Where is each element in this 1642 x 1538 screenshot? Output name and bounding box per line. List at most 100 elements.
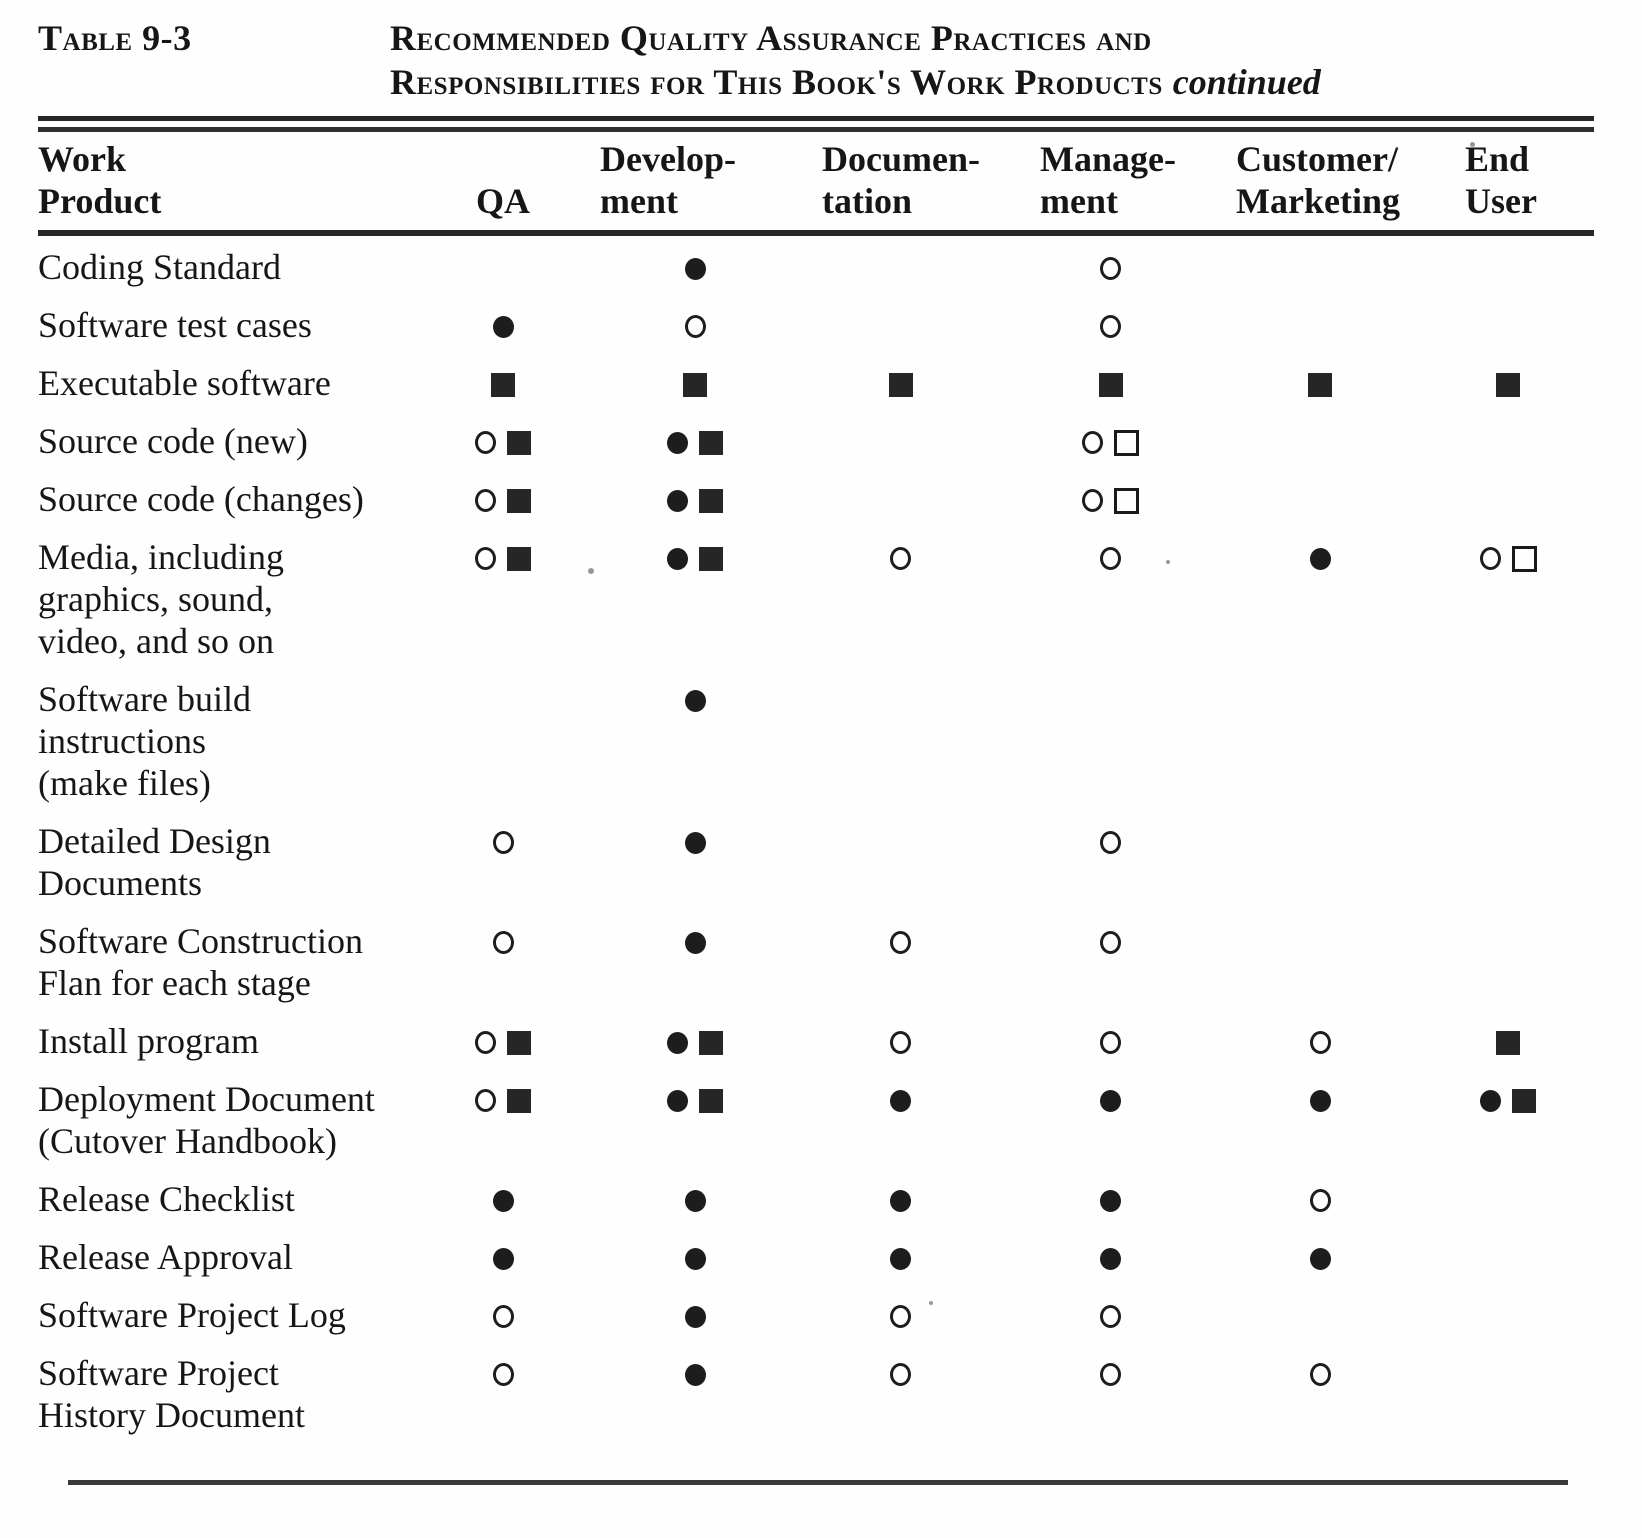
- work-product-label: Software Construction Flan for each stage: [38, 910, 428, 1010]
- open-circle-icon: [492, 1363, 514, 1387]
- filled-circle-icon: [684, 689, 706, 712]
- cell-development: [578, 526, 778, 668]
- open-circle-icon: [475, 431, 496, 455]
- scan-speck: [929, 1301, 933, 1305]
- work-product-label-line: Source code (changes): [38, 479, 364, 519]
- cell-development: [578, 1168, 778, 1226]
- open-circle-icon: [890, 1305, 911, 1329]
- cell-management: [983, 668, 1188, 810]
- work-product-label: Source code (changes): [38, 468, 428, 526]
- cell-end_user: [1398, 1284, 1594, 1342]
- work-product-label-line: Flan for each stage: [38, 963, 311, 1003]
- cell-qa: [428, 1068, 578, 1168]
- work-product-label-line: Release Checklist: [38, 1179, 295, 1219]
- open-circle-icon: [475, 489, 496, 513]
- filled-circle-icon: [492, 315, 514, 338]
- table-row: Source code (changes): [38, 468, 1594, 526]
- table-row: Software Project History Document: [38, 1342, 1594, 1442]
- filled-square-icon: [1098, 372, 1123, 397]
- open-circle-icon: [492, 1305, 514, 1329]
- work-product-label-line: Software Project Log: [38, 1295, 346, 1335]
- filled-circle-icon: [667, 489, 688, 512]
- column-header-line: Customer/: [1236, 139, 1398, 179]
- cell-qa: [428, 410, 578, 468]
- table-row: Install program: [38, 1010, 1594, 1068]
- cell-development: [578, 810, 778, 910]
- work-product-label-line: instructions: [38, 721, 206, 761]
- filled-circle-icon: [1100, 1189, 1121, 1212]
- column-header-development: Develop-ment: [578, 132, 778, 236]
- cell-documentation: [778, 1010, 983, 1068]
- filled-circle-icon: [1309, 1247, 1331, 1270]
- open-circle-icon: [475, 547, 496, 571]
- work-product-label-line: graphics, sound,: [38, 579, 273, 619]
- filled-square-icon: [507, 488, 531, 513]
- filled-square-icon: [1308, 372, 1332, 397]
- cell-documentation: [778, 526, 983, 668]
- work-product-label: Detailed Design Documents: [38, 810, 428, 910]
- open-square-icon: [1114, 487, 1139, 514]
- work-product-label: Software test cases: [38, 294, 428, 352]
- cell-documentation: [778, 294, 983, 352]
- cell-qa: [428, 352, 578, 410]
- filled-circle-icon: [1309, 547, 1331, 570]
- work-product-label-line: Media, including: [38, 537, 284, 577]
- filled-circle-icon: [1480, 1089, 1501, 1112]
- open-circle-icon: [1100, 547, 1121, 571]
- cell-management: [983, 1068, 1188, 1168]
- column-header-line: User: [1465, 181, 1537, 221]
- filled-square-icon: [699, 1030, 723, 1055]
- work-product-label-line: Software test cases: [38, 305, 312, 345]
- filled-circle-icon: [684, 931, 706, 954]
- table-row: Software Project Log: [38, 1284, 1594, 1342]
- cell-documentation: [778, 1168, 983, 1226]
- cell-management: [983, 294, 1188, 352]
- table-body: Coding Standard Software test cases Execut…: [38, 233, 1594, 1442]
- cell-management: [983, 526, 1188, 668]
- cell-end_user: [1398, 1010, 1594, 1068]
- open-circle-icon: [684, 315, 706, 339]
- work-product-label: Deployment Document (Cutover Handbook): [38, 1068, 428, 1168]
- work-product-label-line: Detailed Design: [38, 821, 271, 861]
- scan-speck: [588, 568, 594, 574]
- work-product-label: Source code (new): [38, 410, 428, 468]
- cell-documentation: [778, 1226, 983, 1284]
- open-square-icon: [1114, 429, 1139, 456]
- filled-square-icon: [699, 430, 723, 455]
- open-circle-icon: [1479, 547, 1501, 571]
- table-row: Executable software: [38, 352, 1594, 410]
- cell-qa: [428, 1168, 578, 1226]
- table-label: Table 9-3: [38, 18, 192, 58]
- cell-development: [578, 668, 778, 810]
- work-product-label-line: Deployment Document: [38, 1079, 375, 1119]
- cell-end_user: [1398, 526, 1594, 668]
- column-header-line: Documen-: [822, 139, 980, 179]
- cell-development: [578, 233, 778, 294]
- cell-customer_marketing: [1188, 294, 1398, 352]
- filled-circle-icon: [1100, 1247, 1121, 1270]
- work-product-label: Executable software: [38, 352, 428, 410]
- cell-qa: [428, 526, 578, 668]
- cell-qa: [428, 233, 578, 294]
- cell-management: [983, 1010, 1188, 1068]
- cell-management: [983, 468, 1188, 526]
- open-circle-icon: [1309, 1363, 1331, 1387]
- open-circle-icon: [1100, 1305, 1121, 1329]
- cell-qa: [428, 294, 578, 352]
- filled-circle-icon: [492, 1189, 514, 1212]
- open-circle-icon: [1100, 315, 1121, 339]
- column-header-line: Work: [38, 139, 127, 179]
- cell-qa: [428, 810, 578, 910]
- open-circle-icon: [1100, 1031, 1121, 1055]
- work-product-label-line: History Document: [38, 1395, 305, 1435]
- cell-customer_marketing: [1188, 668, 1398, 810]
- title-continued: continued: [1172, 62, 1321, 102]
- filled-circle-icon: [684, 1305, 706, 1328]
- cell-customer_marketing: [1188, 233, 1398, 294]
- filled-circle-icon: [684, 1189, 706, 1212]
- cell-customer_marketing: [1188, 352, 1398, 410]
- filled-circle-icon: [684, 1363, 706, 1386]
- cell-management: [983, 1284, 1188, 1342]
- filled-square-icon: [888, 372, 913, 397]
